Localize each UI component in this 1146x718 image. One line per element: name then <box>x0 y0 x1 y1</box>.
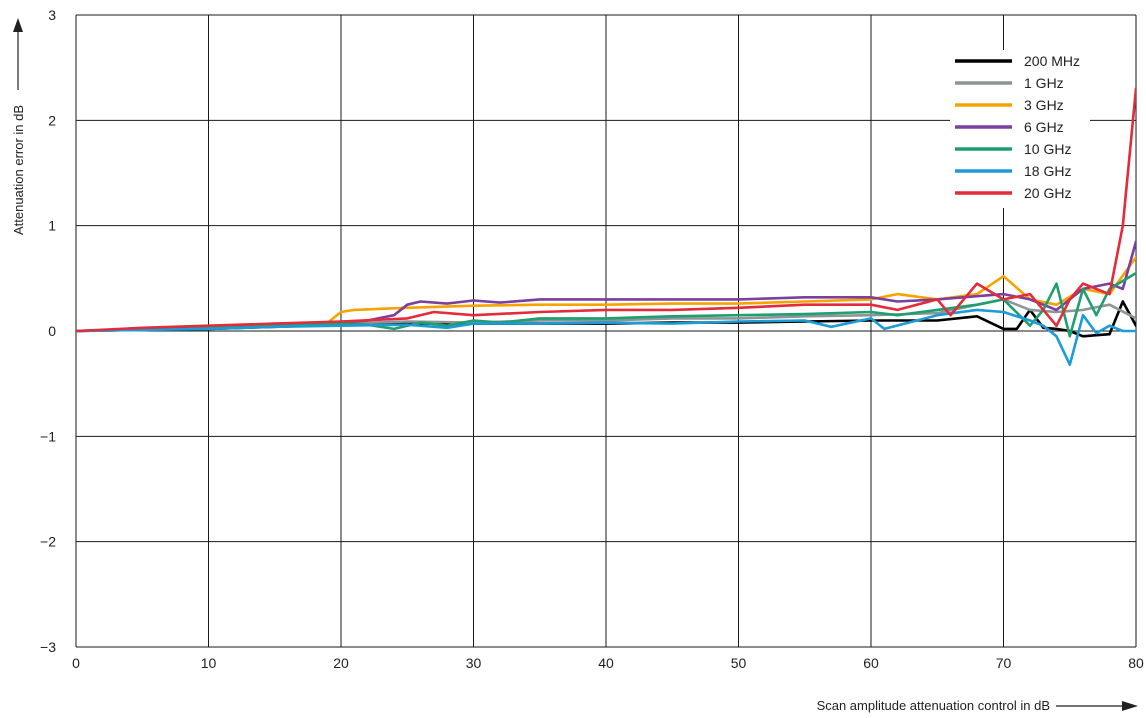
legend: 200 MHz 1 GHz 3 GHz 6 GHz 10 GHz 18 GHz 20 GHz <box>950 50 1090 208</box>
legend-label: 6 GHz <box>1024 119 1064 135</box>
legend-box <box>950 50 1090 208</box>
axis-titles: Attenuation error in dB Scan amplitude a… <box>11 18 1138 713</box>
series-line <box>76 308 1136 367</box>
legend-label: 10 GHz <box>1024 141 1071 157</box>
x-tick-label: 0 <box>72 655 80 671</box>
x-tick-label: 10 <box>201 655 217 671</box>
legend-label: 20 GHz <box>1024 185 1071 201</box>
x-tick-label: 20 <box>333 655 349 671</box>
x-tick-label: 50 <box>731 655 747 671</box>
x-tick-label: 60 <box>863 655 879 671</box>
legend-label: 18 GHz <box>1024 163 1071 179</box>
y-tick-label: 1 <box>48 218 56 234</box>
y-tick-label: 3 <box>48 7 56 23</box>
y-tick-label: 2 <box>48 112 56 128</box>
y-tick-label: −1 <box>40 428 56 444</box>
x-tick-label: 30 <box>466 655 482 671</box>
y-tick-label: −3 <box>40 639 56 655</box>
legend-label: 3 GHz <box>1024 97 1064 113</box>
x-tick-label: 70 <box>996 655 1012 671</box>
x-tick-label: 80 <box>1128 655 1144 671</box>
legend-label: 1 GHz <box>1024 75 1064 91</box>
x-axis-label: Scan amplitude attenuation control in dB <box>817 698 1050 713</box>
x-axis-arrow-icon <box>1122 701 1138 711</box>
series-line <box>76 87 1136 333</box>
y-axis-label: Attenuation error in dB <box>11 105 26 235</box>
legend-label: 200 MHz <box>1024 53 1080 69</box>
grid <box>75 14 1137 648</box>
y-tick-label: 0 <box>48 323 56 339</box>
series-layer <box>76 87 1136 367</box>
y-axis-arrow-icon <box>13 18 23 32</box>
y-tick-label: −2 <box>40 534 56 550</box>
x-tick-label: 40 <box>598 655 614 671</box>
